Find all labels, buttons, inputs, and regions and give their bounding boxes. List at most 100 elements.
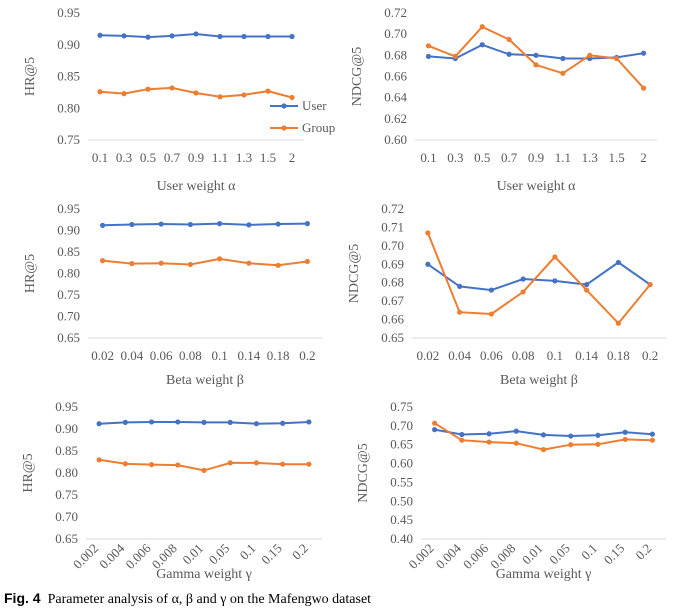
- x-tick-label: 1.3: [582, 150, 598, 165]
- x-tick-label: 0.1: [547, 348, 563, 363]
- chart-panel-3: 0.65 0.70 0.75 0.80 0.85 0.90 0.95 0.02 0.04 0.06…: [23, 201, 322, 388]
- data-point-user: [227, 419, 233, 425]
- data-point-group: [520, 289, 526, 295]
- data-point-user: [96, 421, 102, 427]
- data-point-group: [457, 309, 463, 315]
- data-point-user: [486, 431, 492, 437]
- data-point-user: [100, 222, 106, 228]
- x-tick-label: 0.3: [116, 150, 132, 165]
- data-point-user: [246, 222, 252, 228]
- data-point-user: [615, 259, 621, 266]
- data-point-user: [217, 33, 223, 40]
- series-line-user: [427, 261, 651, 292]
- x-tick-label: 1.5: [260, 150, 276, 165]
- data-point-group: [552, 254, 558, 260]
- x-axis-label: Beta weight β: [166, 373, 244, 388]
- data-point-group: [122, 461, 128, 467]
- data-point-user: [121, 33, 127, 39]
- y-axis-label: HR@5: [21, 453, 36, 492]
- x-tick-label: 0.02: [91, 348, 114, 363]
- y-tick-label: 0.69: [381, 256, 404, 271]
- data-point-group: [253, 460, 260, 466]
- data-point-group: [622, 436, 628, 443]
- data-point-group: [640, 85, 647, 91]
- x-tick-label: 1.5: [609, 150, 625, 165]
- data-point-user: [129, 221, 135, 228]
- data-point-user: [241, 33, 247, 40]
- y-tick-label: 0.95: [57, 201, 80, 216]
- x-tick-label: 1.1: [555, 150, 571, 165]
- data-point-user: [97, 32, 103, 38]
- data-point-group: [560, 70, 566, 76]
- data-point-group: [306, 461, 312, 467]
- y-axis-label: NDCG@5: [356, 443, 371, 503]
- y-tick-label: 0.95: [57, 5, 80, 20]
- legend-marker-group: [281, 125, 287, 131]
- y-tick-label: 0.70: [390, 418, 413, 433]
- chart-panel-4: 0.65 0.66 0.67 0.68 0.69 0.70 0.71 0.72 0.02 0.04…: [347, 201, 666, 388]
- data-point-user: [122, 419, 128, 425]
- data-point-group: [265, 88, 271, 94]
- data-point-group: [241, 92, 247, 98]
- x-tick-label: 0.9: [528, 150, 544, 165]
- y-tick-label: 0.70: [55, 509, 78, 524]
- x-tick-label: 0.15: [601, 541, 628, 568]
- series-line-user: [102, 222, 308, 227]
- data-point-group: [289, 94, 295, 101]
- caption-label: Fig. 4: [4, 590, 41, 606]
- data-point-user: [169, 33, 175, 39]
- y-tick-label: 0.65: [55, 531, 78, 546]
- data-point-group: [246, 260, 252, 266]
- data-point-user: [148, 419, 155, 425]
- data-point-user: [289, 33, 295, 40]
- x-tick-label: 0.004: [96, 540, 128, 572]
- data-point-user: [595, 432, 601, 438]
- x-tick-label: 0.14: [575, 348, 598, 363]
- data-point-group: [145, 86, 151, 92]
- x-axis-label: Gamma weight γ: [156, 567, 252, 582]
- data-point-group: [584, 287, 590, 293]
- y-tick-label: 0.68: [381, 275, 404, 290]
- y-tick-label: 0.64: [384, 90, 407, 105]
- y-tick-label: 0.66: [381, 312, 404, 327]
- legend-label-group: Group: [302, 120, 335, 135]
- y-tick-label: 0.70: [381, 238, 404, 253]
- y-tick-label: 0.75: [57, 132, 80, 147]
- data-point-group: [96, 457, 102, 463]
- y-tick-label: 0.90: [55, 421, 78, 436]
- data-point-user: [145, 34, 151, 40]
- data-point-group: [488, 311, 494, 317]
- y-tick-label: 0.85: [57, 69, 80, 84]
- data-point-group: [121, 91, 127, 97]
- y-tick-label: 0.60: [384, 132, 407, 147]
- x-tick-label: 0.05: [206, 541, 233, 568]
- data-point-user: [253, 421, 260, 427]
- data-point-group: [148, 462, 155, 468]
- x-tick-label: 0.3: [447, 150, 463, 165]
- y-axis-label: HR@5: [23, 254, 38, 293]
- data-point-user: [193, 31, 199, 37]
- x-tick-label: 0.006: [122, 540, 154, 572]
- x-tick-label: 0.9: [188, 150, 204, 165]
- y-tick-label: 0.72: [384, 5, 407, 20]
- data-point-user: [552, 278, 558, 284]
- x-tick-label: 0.1: [420, 150, 436, 165]
- x-tick-label: 0.1: [212, 348, 228, 363]
- x-axis-label: Gamma weight γ: [496, 567, 592, 582]
- chart-panel-1: 0.75 0.80 0.85 0.90 0.95 0.1 0.3 0.5 0.7 0.9 1.1 1.…: [23, 5, 335, 194]
- y-tick-label: 0.80: [57, 100, 80, 115]
- y-tick-label: 0.90: [57, 37, 80, 52]
- y-tick-label: 0.70: [57, 309, 80, 324]
- x-tick-label: 0.04: [448, 348, 471, 363]
- y-tick-label: 0.71: [381, 219, 404, 234]
- legend-label-user: User: [302, 98, 327, 113]
- data-point-group: [193, 90, 199, 96]
- data-point-group: [187, 261, 193, 268]
- data-point-user: [425, 53, 432, 59]
- y-tick-label: 0.80: [57, 266, 80, 281]
- x-tick-label: 1.1: [212, 150, 228, 165]
- data-point-group: [275, 262, 281, 268]
- x-tick-label: 0.06: [480, 348, 503, 363]
- x-tick-label: 0.18: [267, 348, 290, 363]
- data-point-group: [615, 320, 621, 326]
